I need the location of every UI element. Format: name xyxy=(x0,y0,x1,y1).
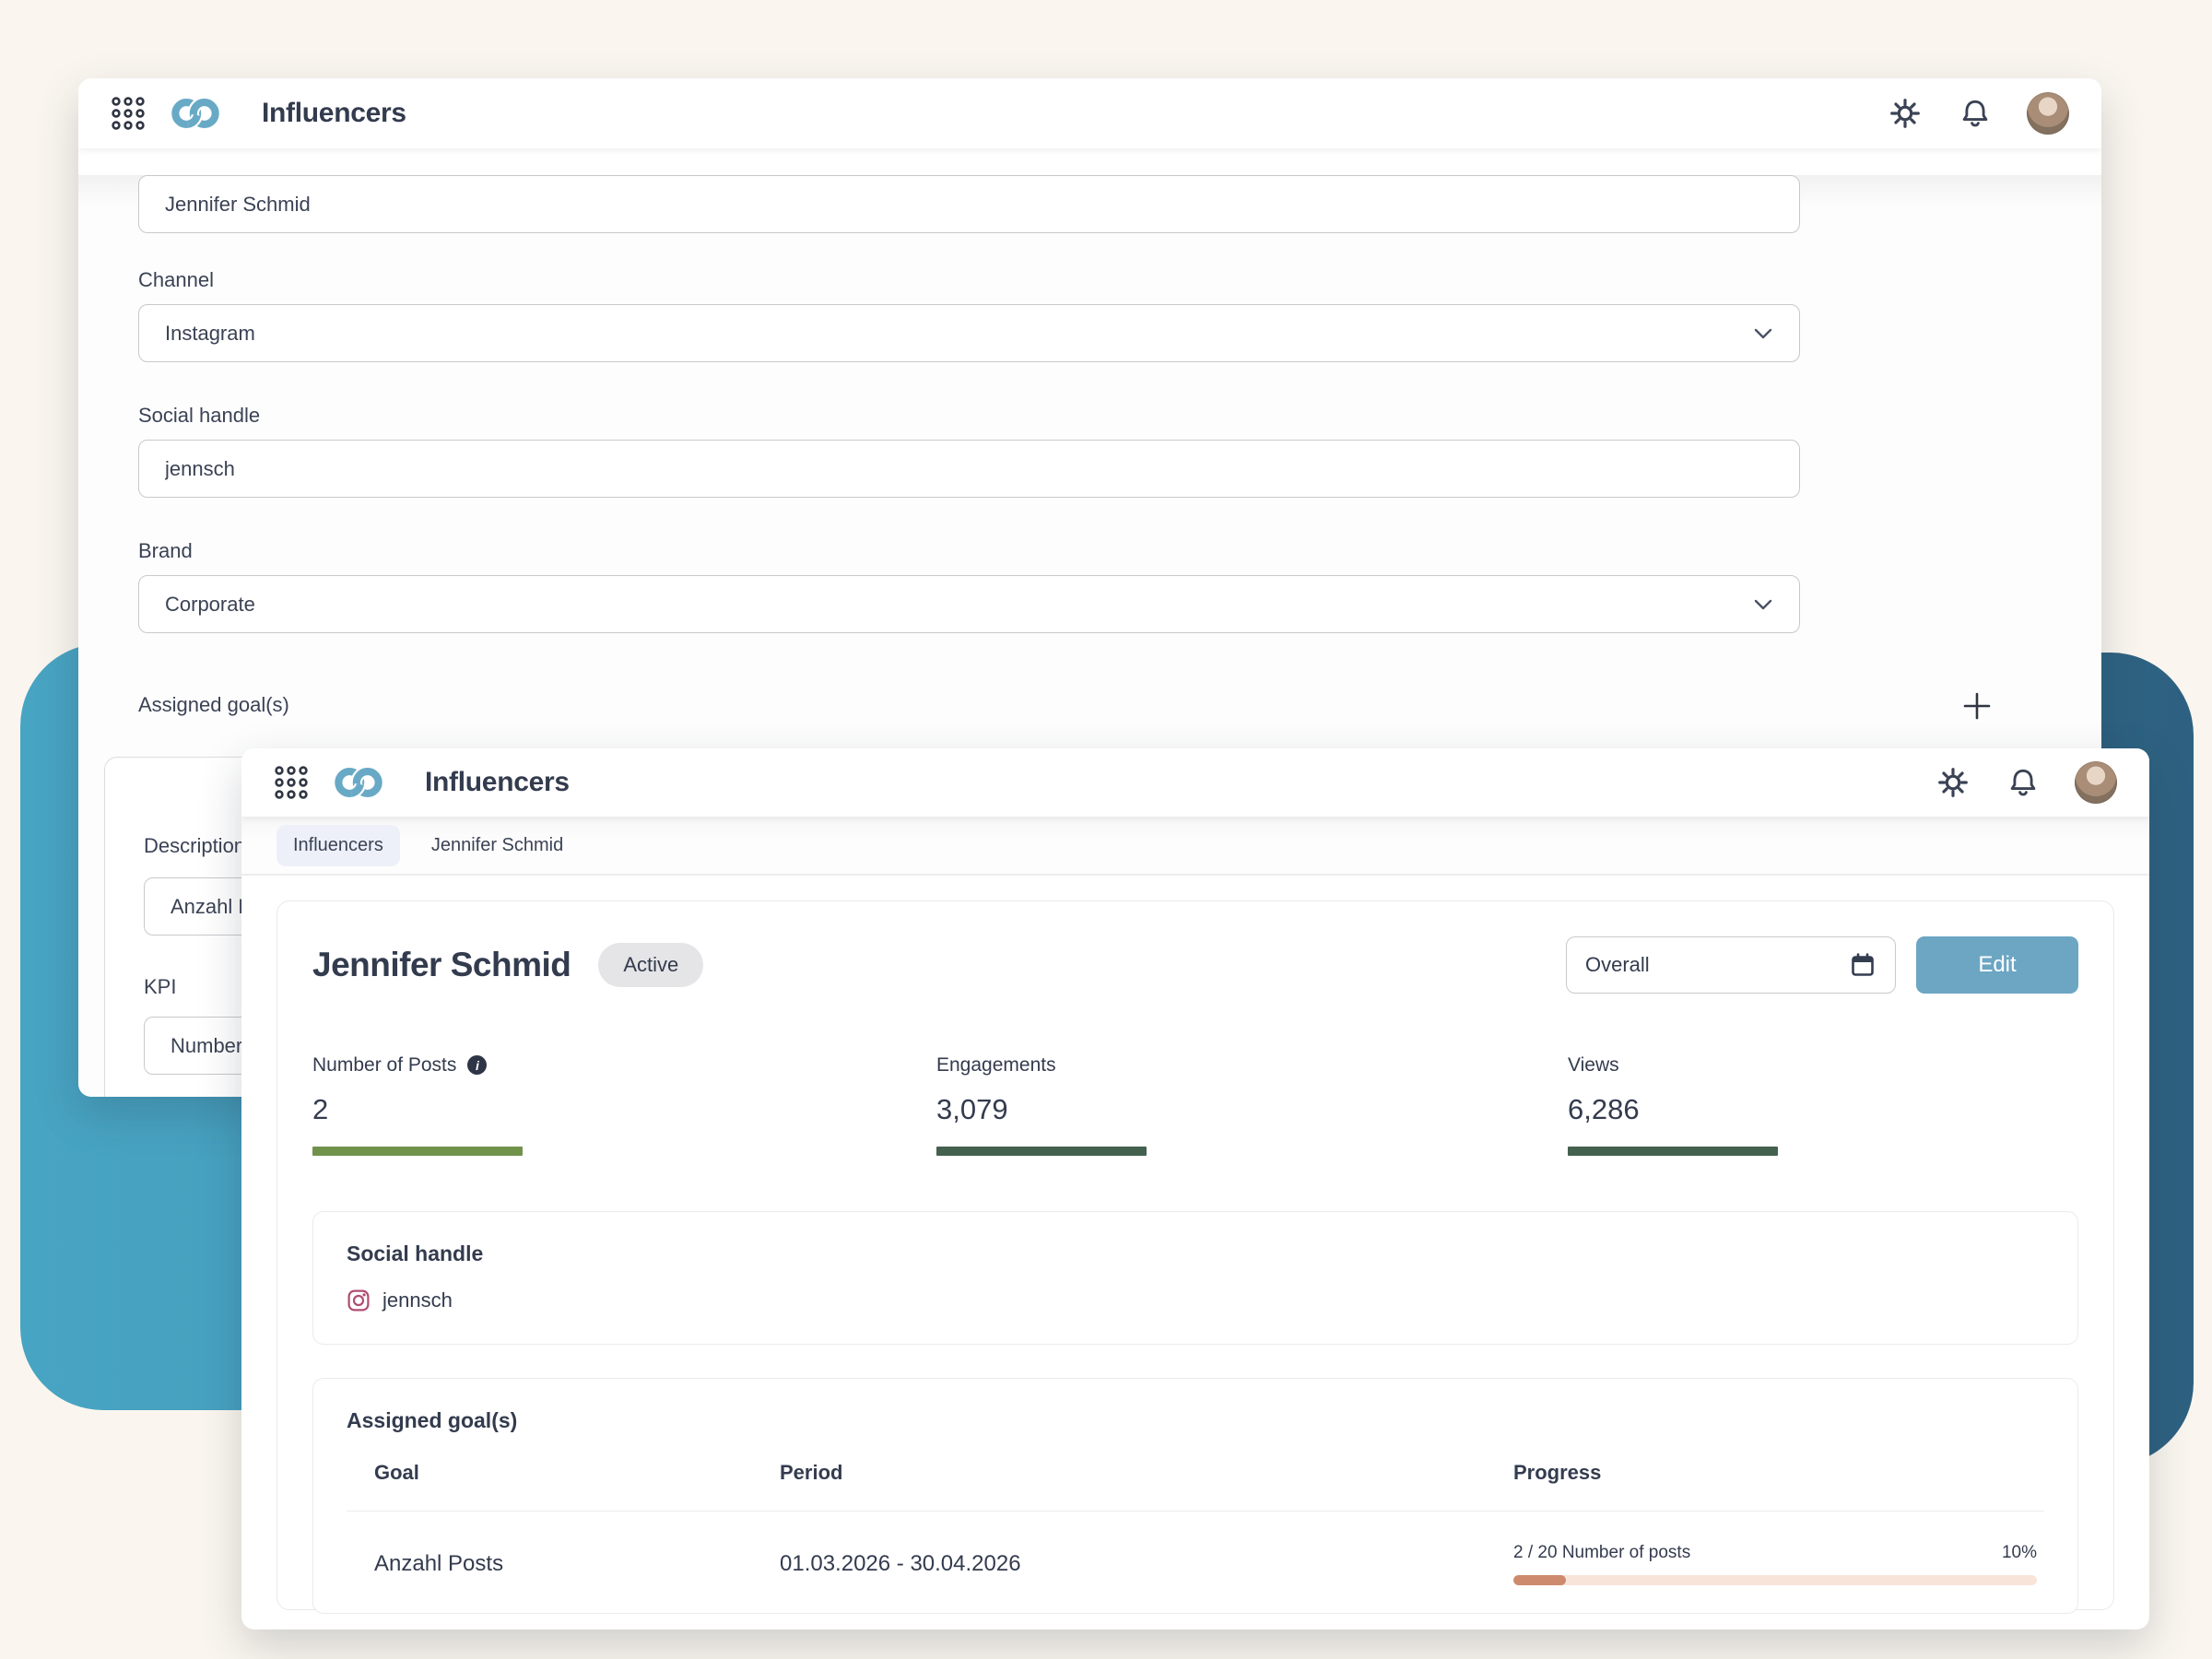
stat-views: Views 6,286 xyxy=(1568,1054,2078,1156)
goals-table-divider xyxy=(347,1510,2044,1512)
stat-value: 2 xyxy=(312,1092,329,1125)
breadcrumb-item-current: Jennifer Schmid xyxy=(430,834,564,855)
column-goal: Goal xyxy=(374,1460,419,1484)
notifications-bell-icon[interactable] xyxy=(2006,766,2040,799)
window-title: Influencers xyxy=(262,98,406,128)
column-progress: Progress xyxy=(1513,1460,1602,1484)
progress-cell: 2 / 20 Number of posts 10% xyxy=(1513,1543,2044,1585)
app-launcher-icon[interactable] xyxy=(274,765,309,800)
goal-description-label: Description xyxy=(144,834,246,857)
progress-percent: 10% xyxy=(2001,1543,2037,1562)
user-avatar[interactable] xyxy=(2075,761,2117,804)
period-date-select[interactable]: Overall xyxy=(1566,935,1896,994)
progress-label: 2 / 20 Number of posts xyxy=(1513,1543,1691,1562)
calendar-icon xyxy=(1849,951,1877,979)
stat-label: Number of Posts xyxy=(312,1053,457,1076)
period-select-value: Overall xyxy=(1585,952,1650,976)
status-badge: Active xyxy=(598,942,704,987)
assigned-goals-row: Assigned goal(s) xyxy=(138,692,2101,721)
stat-value: 6,286 xyxy=(1568,1092,1640,1125)
detail-main: Jennifer Schmid Active Overall xyxy=(241,876,2149,1614)
instagram-icon xyxy=(347,1288,371,1312)
goals-table-header: Goal Period Progress xyxy=(347,1461,2044,1485)
social-handle-label: Social handle xyxy=(138,404,261,427)
stats-row: Number of Posts i 2 Engagements 3,079 xyxy=(312,1054,2078,1156)
table-row: Anzahl Posts 01.03.2026 - 30.04.2026 2 /… xyxy=(347,1543,2044,1585)
profile-title-row: Jennifer Schmid Active Overall xyxy=(312,935,2078,994)
assigned-goals-card: Assigned goal(s) Goal Period Progress An… xyxy=(312,1377,2078,1614)
stat-underline-bar xyxy=(1568,1146,1778,1156)
stat-engagements: Engagements 3,079 xyxy=(936,1054,1568,1156)
social-handle-row: jennsch xyxy=(347,1288,2044,1312)
channel-label: Channel xyxy=(138,268,214,291)
social-handle-value: jennsch xyxy=(382,1288,453,1312)
assigned-goals-label: Assigned goal(s) xyxy=(138,693,289,716)
channel-select[interactable]: Instagram xyxy=(138,304,1800,362)
brand-logo-icon xyxy=(335,765,382,800)
notifications-bell-icon[interactable] xyxy=(1959,97,1992,130)
progress-bar-track xyxy=(1513,1575,2037,1585)
chevron-down-icon xyxy=(1753,327,1773,340)
settings-gear-icon[interactable] xyxy=(1936,766,1970,799)
brand-select[interactable]: Corporate xyxy=(138,575,1800,633)
progress-bar-fill xyxy=(1513,1575,1566,1585)
social-handle-input[interactable] xyxy=(138,440,1800,498)
app-launcher-icon[interactable] xyxy=(111,96,146,131)
goals-card-title: Assigned goal(s) xyxy=(347,1407,518,1432)
breadcrumb: Influencers Jennifer Schmid xyxy=(241,817,2149,874)
add-goal-plus-icon[interactable] xyxy=(1959,688,1995,724)
social-card-title: Social handle xyxy=(347,1241,484,1265)
breadcrumb-divider xyxy=(241,874,2149,876)
app-header: Influencers xyxy=(241,748,2149,817)
influencer-detail-window: Influencers Influencers Jennifer xyxy=(241,748,2149,1630)
info-icon[interactable]: i xyxy=(467,1055,488,1075)
influencer-name-input[interactable] xyxy=(138,175,1800,233)
goal-cell: Anzahl Posts xyxy=(374,1551,504,1576)
stat-label: Engagements xyxy=(936,1053,1056,1076)
settings-gear-icon[interactable] xyxy=(1888,97,1922,130)
stat-underline-bar xyxy=(936,1146,1147,1156)
brand-select-value: Corporate xyxy=(165,592,255,616)
title-actions: Overall Edit xyxy=(1566,935,2078,994)
channel-select-value: Instagram xyxy=(165,321,255,345)
column-period: Period xyxy=(780,1460,843,1484)
goal-kpi-label: KPI xyxy=(144,975,177,998)
window-title: Influencers xyxy=(425,767,570,797)
chevron-down-icon xyxy=(1753,598,1773,611)
stat-label: Views xyxy=(1568,1053,1619,1076)
user-avatar[interactable] xyxy=(2027,92,2069,135)
stat-number-of-posts: Number of Posts i 2 xyxy=(312,1054,936,1156)
stat-value: 3,079 xyxy=(936,1092,1008,1125)
breadcrumb-item-influencers[interactable]: Influencers xyxy=(276,824,400,866)
brand-logo-icon xyxy=(171,96,219,131)
app-header: Influencers xyxy=(78,78,2101,148)
social-handle-card: Social handle jennsch xyxy=(312,1210,2078,1345)
brand-label: Brand xyxy=(138,539,193,562)
period-cell: 01.03.2026 - 30.04.2026 xyxy=(780,1551,1021,1576)
stat-underline-bar xyxy=(312,1146,523,1156)
page-title: Jennifer Schmid xyxy=(312,945,571,983)
profile-card: Jennifer Schmid Active Overall xyxy=(276,900,2114,1614)
edit-button[interactable]: Edit xyxy=(1916,935,2078,994)
